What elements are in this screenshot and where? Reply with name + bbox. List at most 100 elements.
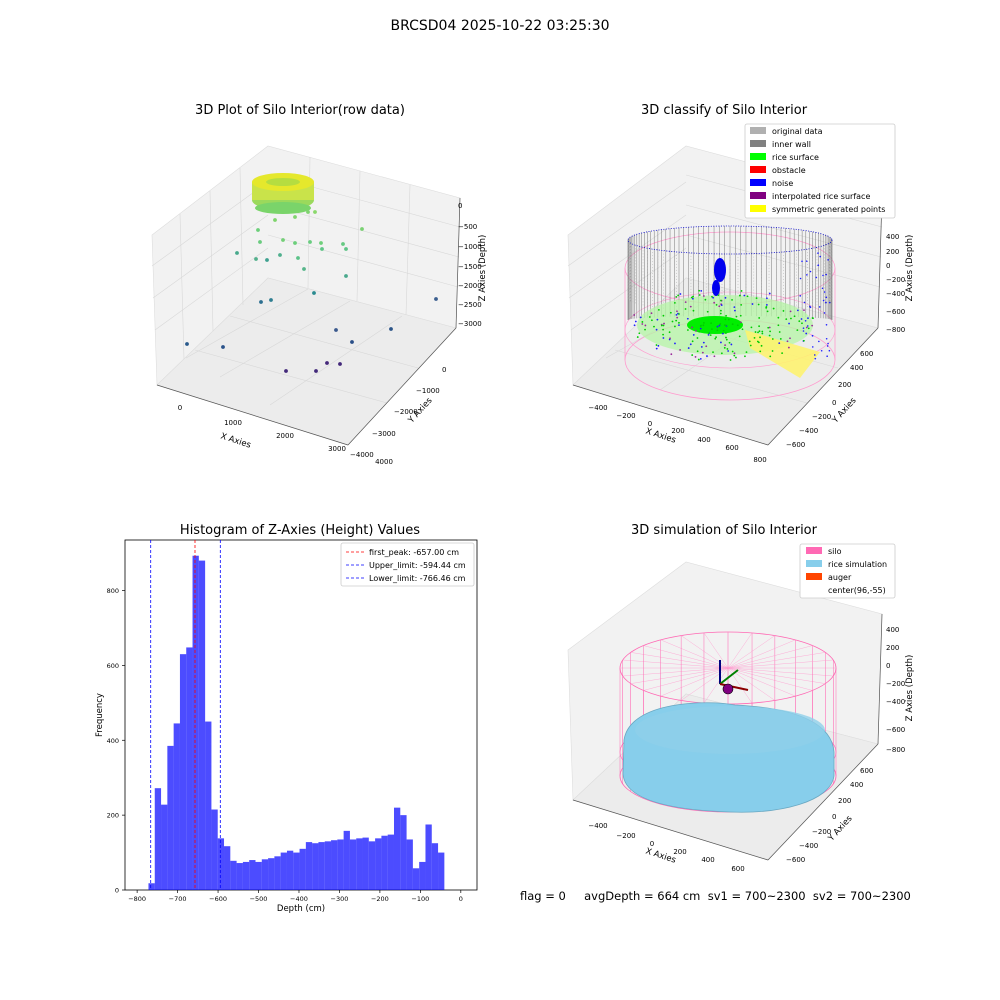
raw-scatter-points — [185, 210, 438, 373]
x-tick-label: 4000 — [375, 458, 393, 466]
legend-swatch — [750, 205, 766, 212]
reference-lines — [150, 540, 221, 890]
scatter-point — [344, 247, 348, 251]
scatter-point — [293, 241, 297, 245]
noise-point — [702, 341, 705, 344]
scatter-point — [360, 227, 364, 231]
panel2-title: 3D classify of Silo Interior — [640, 103, 808, 118]
noise-point — [686, 317, 689, 320]
legend-swatch — [750, 192, 766, 199]
noise-point — [704, 298, 707, 301]
histogram-bar — [412, 868, 420, 890]
z-tick-label: −1500 — [458, 263, 482, 271]
noise-point — [703, 322, 705, 324]
noise-point — [707, 333, 710, 336]
noise-point — [696, 350, 699, 353]
noise-point — [691, 326, 693, 329]
noise-point — [813, 354, 816, 356]
scatter-point — [269, 298, 273, 302]
noise-point — [723, 324, 726, 327]
scatter-point — [185, 342, 189, 346]
histogram-bar — [419, 861, 426, 890]
noise-point — [817, 264, 820, 267]
noise-point — [769, 355, 772, 358]
axis-lines — [572, 197, 883, 446]
noise-point — [684, 308, 687, 310]
noise-point — [818, 306, 821, 308]
noise-point — [731, 350, 734, 353]
histogram-bar — [375, 838, 382, 890]
histogram-bar — [343, 830, 350, 890]
y-tick-labels: −600 −400 −200 0 200 400 600 — [786, 350, 873, 449]
x-tick-labels: −400 −200 0 200 400 600 — [588, 822, 744, 873]
y-tick-label: 400 — [107, 737, 119, 745]
noise-point — [698, 289, 701, 292]
y-tick-label: 0 — [832, 399, 836, 407]
silo-roof-stroke — [703, 632, 729, 669]
noise-point — [828, 349, 831, 352]
noise-point — [713, 355, 716, 358]
legend-label: interpolated rice surface — [772, 192, 870, 201]
noise-point — [799, 277, 802, 280]
y-tick-label: 200 — [107, 812, 119, 820]
x-axis-label: X Axies — [219, 431, 252, 450]
noise-point — [731, 323, 734, 326]
noise-point — [713, 301, 716, 304]
z-tick-label: −2000 — [458, 282, 482, 290]
histogram-bar — [362, 837, 369, 890]
histogram-bar — [242, 861, 250, 890]
x-tick-label: −400 — [290, 895, 308, 903]
noise-point — [662, 333, 664, 336]
noise-point — [811, 346, 814, 348]
noise-point — [695, 330, 697, 332]
histogram-bar — [312, 843, 319, 890]
silo-roof-stroke — [727, 639, 796, 669]
x-tick-labels: 0 1000 2000 3000 4000 — [178, 404, 393, 466]
noise-point — [805, 326, 808, 329]
z-tick-label: 400 — [886, 233, 899, 241]
noise-point — [798, 320, 801, 323]
legend-label: inner wall — [772, 140, 811, 149]
histogram-bar — [255, 861, 262, 890]
histogram-bar — [299, 848, 306, 890]
noise-point — [725, 314, 727, 317]
noise-point — [698, 330, 701, 333]
noise-point — [699, 327, 702, 330]
noise-point — [696, 337, 699, 339]
scatter-point — [302, 267, 306, 271]
noise-point — [650, 312, 653, 315]
y-tick-label: −200 — [812, 413, 831, 421]
noise-point — [673, 302, 676, 304]
noise-point — [691, 297, 694, 300]
z-tick-label: 400 — [886, 626, 899, 634]
y-axis-label: Frequency — [95, 693, 105, 737]
y-tick-label: −400 — [799, 842, 818, 850]
noise-point — [753, 336, 756, 339]
noise-point — [709, 334, 712, 337]
noise-point — [724, 344, 727, 346]
noise-point — [796, 329, 799, 332]
x-tick-label: 200 — [671, 427, 684, 435]
legend-swatch — [806, 560, 822, 567]
noise-point — [720, 304, 723, 307]
axis-lines — [156, 197, 461, 446]
noise-point — [809, 305, 811, 308]
auger-marker — [719, 660, 749, 695]
legend-label: Lower_limit: -766.46 cm — [369, 574, 466, 583]
x-tick-label: −200 — [616, 412, 635, 420]
noise-point — [725, 338, 728, 341]
noise-point — [718, 324, 721, 327]
noise-point — [733, 354, 736, 357]
noise-point — [720, 309, 722, 312]
scatter-point — [296, 256, 300, 260]
scatter-point — [221, 345, 225, 349]
y-tick-label: 800 — [107, 587, 119, 595]
noise-point — [633, 324, 636, 327]
x-tick-label: 600 — [731, 865, 744, 873]
noise-point — [657, 308, 660, 311]
noise-point — [679, 349, 681, 351]
noise-point — [760, 344, 763, 347]
silo-roof-stroke — [630, 667, 729, 684]
histogram-bar — [167, 745, 174, 890]
y-tick-label: 200 — [838, 797, 851, 805]
